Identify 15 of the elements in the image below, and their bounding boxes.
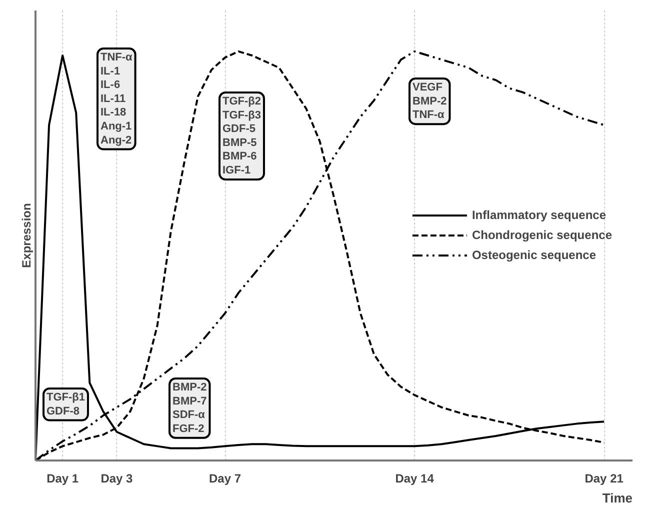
x-axis-title: Time (602, 490, 632, 506)
legend-label: Osteogenic sequence (472, 248, 596, 262)
annotation: TNF-α IL-1 IL-6 IL-11 IL-18 Ang-1 Ang-2 (100, 52, 133, 146)
annotation: BMP-2 BMP-7 SDF-α FGF-2 (172, 382, 207, 435)
x-tick-label: Day 3 (100, 472, 134, 486)
legend-label: Chondrogenic sequence (472, 228, 612, 242)
x-tick-label: Day 21 (584, 472, 624, 486)
x-tick-label: Day 1 (46, 472, 79, 486)
annotation: VEGF BMP-2 TNF-α (412, 82, 447, 122)
x-tick-label: Day 7 (209, 472, 242, 486)
y-axis-title: Expression (20, 203, 34, 268)
annotation: TGF-β2 TGF-β3 GDF-5 BMP-5 BMP-6 IGF-1 (222, 96, 261, 176)
annotation: TGF-β1 GDF-8 (46, 392, 85, 418)
x-tick-label: Day 14 (395, 472, 434, 486)
legend-label: Inflammatory sequence (472, 208, 606, 222)
